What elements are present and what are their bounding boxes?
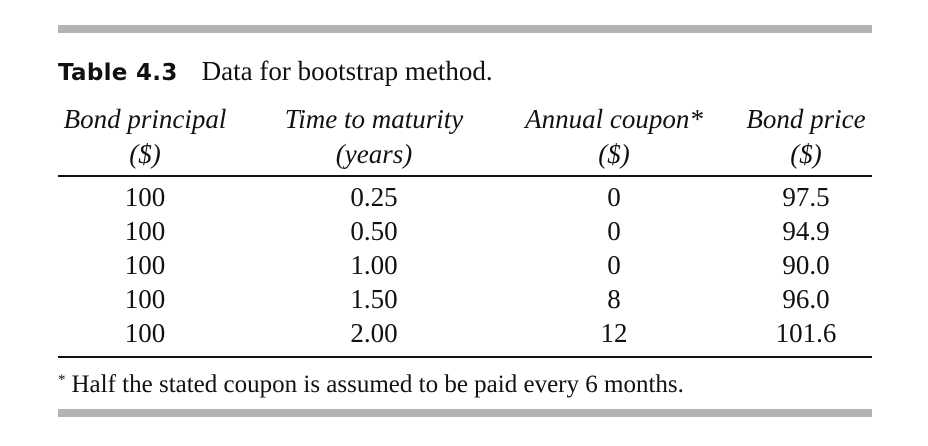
table-footnote: * Half the stated coupon is assumed to be…	[58, 365, 684, 400]
cell-bond-price: 96.0	[782, 284, 830, 314]
column-header-bond-principal: Bond principal ($)	[63, 104, 227, 169]
cell-bond-principal: 100	[124, 284, 166, 314]
table-label: Table 4.3	[58, 60, 178, 86]
cell-bond-price: 90.0	[782, 250, 830, 280]
table-body: 100 0.25 0 97.5 100 0.50 0 94.9 100 1.00…	[58, 180, 872, 350]
cell-time-to-maturity: 0.25	[350, 182, 398, 212]
cell-annual-coupon: 12	[600, 318, 628, 348]
cell-time-to-maturity: 1.00	[350, 250, 398, 280]
top-divider-bar	[58, 25, 872, 33]
table-row: 100 1.50 8 96.0	[58, 282, 872, 316]
cell-bond-price: 94.9	[782, 216, 830, 246]
cell-time-to-maturity: 1.50	[350, 284, 398, 314]
column-header-annual-coupon: Annual coupon* ($)	[525, 104, 703, 169]
table-row: 100 2.00 12 101.6	[58, 316, 872, 350]
footnote-marker: *	[58, 372, 66, 388]
cell-bond-price: 97.5	[782, 182, 830, 212]
cell-bond-principal: 100	[124, 182, 166, 212]
cell-bond-principal: 100	[124, 216, 166, 246]
cell-annual-coupon: 0	[607, 182, 621, 212]
table-header: Bond principal ($) Time to maturity (yea…	[58, 102, 872, 172]
table-title: Data for bootstrap method.	[201, 56, 493, 86]
cell-bond-principal: 100	[124, 250, 166, 280]
cell-time-to-maturity: 0.50	[350, 216, 398, 246]
table-bottom-rule	[58, 356, 872, 358]
column-header-time-to-maturity: Time to maturity (years)	[284, 104, 464, 169]
cell-annual-coupon: 0	[607, 216, 621, 246]
header-rule	[58, 175, 872, 177]
footnote-text: Half the stated coupon is assumed to be …	[71, 371, 684, 398]
cell-annual-coupon: 0	[607, 250, 621, 280]
bottom-divider-bar	[58, 409, 872, 417]
table-caption: Table 4.3 Data for bootstrap method.	[58, 55, 493, 89]
cell-annual-coupon: 8	[607, 284, 621, 314]
cell-bond-price: 101.6	[775, 318, 837, 348]
table-row: 100 0.50 0 94.9	[58, 214, 872, 248]
table-row: 100 1.00 0 90.0	[58, 248, 872, 282]
cell-bond-principal: 100	[124, 318, 166, 348]
cell-time-to-maturity: 2.00	[350, 318, 398, 348]
column-header-bond-price: Bond price ($)	[746, 104, 866, 169]
table-row: 100 0.25 0 97.5	[58, 180, 872, 214]
